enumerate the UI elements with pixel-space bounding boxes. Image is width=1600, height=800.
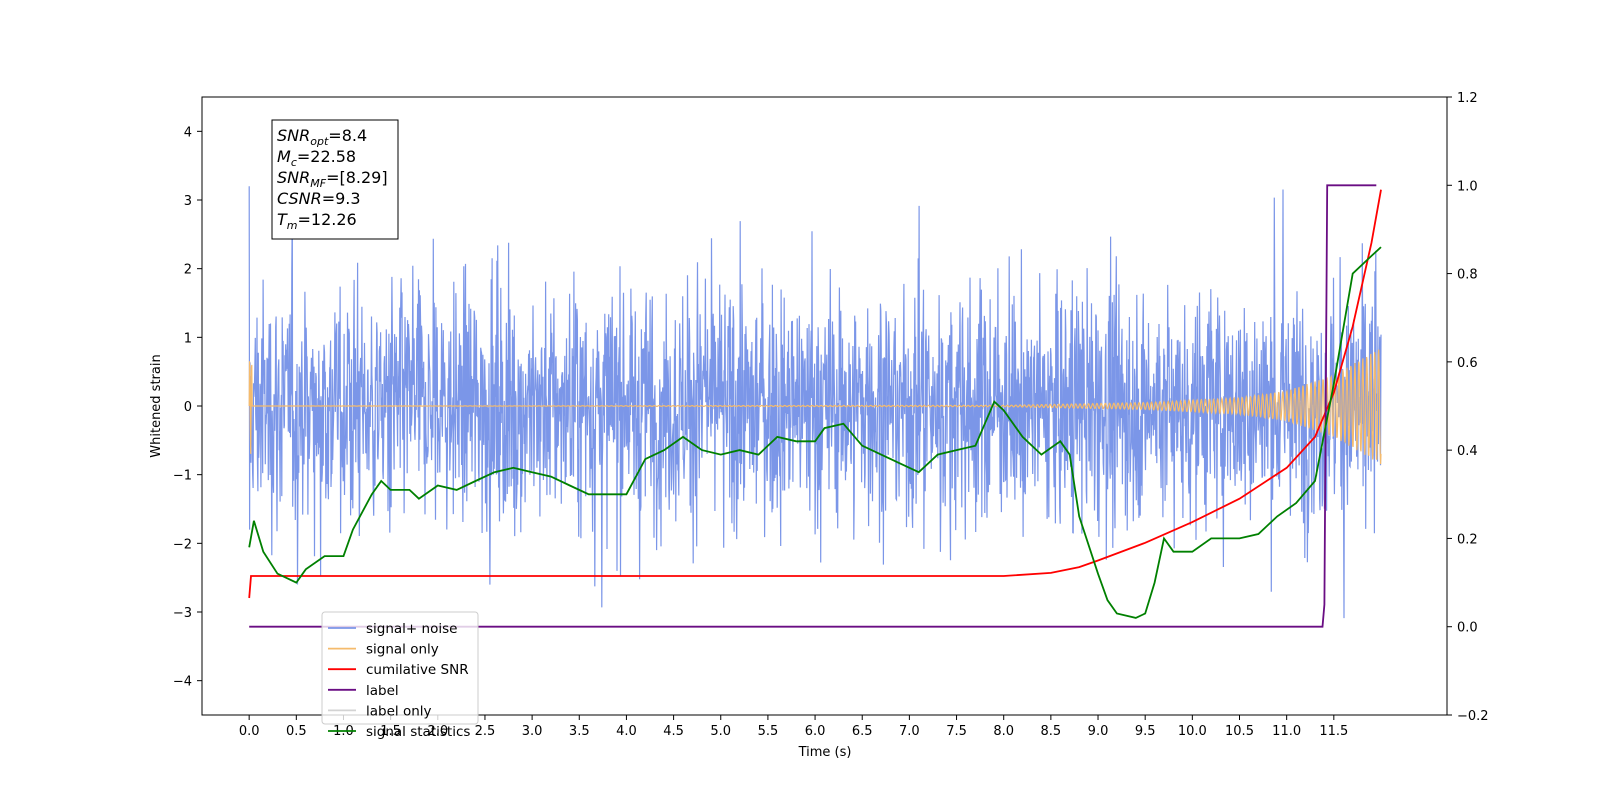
x-tick-label: 2.0 [427,724,448,739]
x-tick-label: 0.0 [239,724,260,739]
x-tick-label: 10.5 [1225,724,1254,739]
x-tick-label: 0.5 [286,724,307,739]
x-tick-label: 4.5 [663,724,684,739]
series-layer [248,184,1382,628]
x-tick-label: 2.5 [475,724,496,739]
x-tick-label: 3.0 [522,724,543,739]
y2-tick-label: 0.8 [1457,268,1478,283]
x-tick-label: 11.0 [1272,724,1301,739]
x-axis: 0.0 0.5 1.0 1.5 2.0 2.5 3.0 3.5 4.0 4.5 5.0 5.5 6.0 6… [239,715,1348,739]
x-tick-label: 9.5 [1135,724,1156,739]
x-tick-label: 4.0 [616,724,637,739]
legend-label: signal+ noise [366,621,457,637]
x-tick-label: 5.5 [758,724,779,739]
x-tick-label: 7.5 [946,724,967,739]
y2-tick-label: 0.4 [1457,444,1478,459]
annotation-line: SNRopt=8.4 [277,126,367,148]
annotation-line: Mc=22.58 [277,147,356,169]
y-tick-label: 3 [184,194,192,209]
y2-tick-label: 0.2 [1457,532,1478,547]
y-tick-label: −4 [173,675,192,690]
x-tick-label: 5.0 [710,724,731,739]
y-axis-label: Whitened strain [149,354,164,457]
series-signal-only [248,349,1382,465]
y2-tick-label: 1.2 [1457,91,1478,106]
legend-label: label [366,683,399,699]
x-tick-label: 7.0 [899,724,920,739]
series-label [249,184,1377,628]
y-tick-label: 1 [184,331,192,346]
y2-tick-label: 0.0 [1457,621,1478,636]
y-tick-label: 2 [184,263,192,278]
y2-tick-label: −0.2 [1457,709,1489,724]
x-tick-label: 6.5 [852,724,873,739]
y-tick-label: 0 [184,400,192,415]
annotation-line: SNRMF=[8.29] [277,168,388,190]
legend-label: signal statistics [366,724,470,740]
series-cumilative-snr [248,189,1382,599]
x-tick-label: 6.0 [805,724,826,739]
annotation-line: CSNR=9.3 [277,189,361,208]
legend-label: cumilative SNR [366,662,469,678]
x-axis-label: Time (s) [798,745,852,760]
x-tick-label: 8.5 [1041,724,1062,739]
x-tick-label: 3.5 [569,724,590,739]
x-tick-label: 1.5 [380,724,401,739]
y-axis-right: 1.2 1.0 0.8 0.6 0.4 0.2 0.0 −0.2 [1447,91,1489,724]
series-signal-plus-noise [248,186,1382,619]
legend-label: signal only [366,642,439,658]
x-tick-label: 11.5 [1319,724,1348,739]
y-tick-label: 4 [184,125,192,140]
legend: signal+ noise signal only cumilative SNR la… [321,611,479,740]
y2-tick-label: 1.0 [1457,179,1478,194]
x-tick-label: 10.0 [1178,724,1207,739]
series-signal-statistics [248,246,1382,619]
x-tick-label: 9.0 [1088,724,1109,739]
y-axis-left: 4 3 2 1 0 −1 −2 −3 −4 [173,125,202,690]
y2-tick-label: 0.6 [1457,356,1478,371]
legend-label: label only [366,703,432,719]
x-tick-label: 8.0 [993,724,1014,739]
y-tick-label: −1 [173,469,192,484]
annotation-line: Tm=12.26 [277,210,357,232]
y-tick-label: −3 [173,606,192,621]
y-tick-label: −2 [173,537,192,552]
